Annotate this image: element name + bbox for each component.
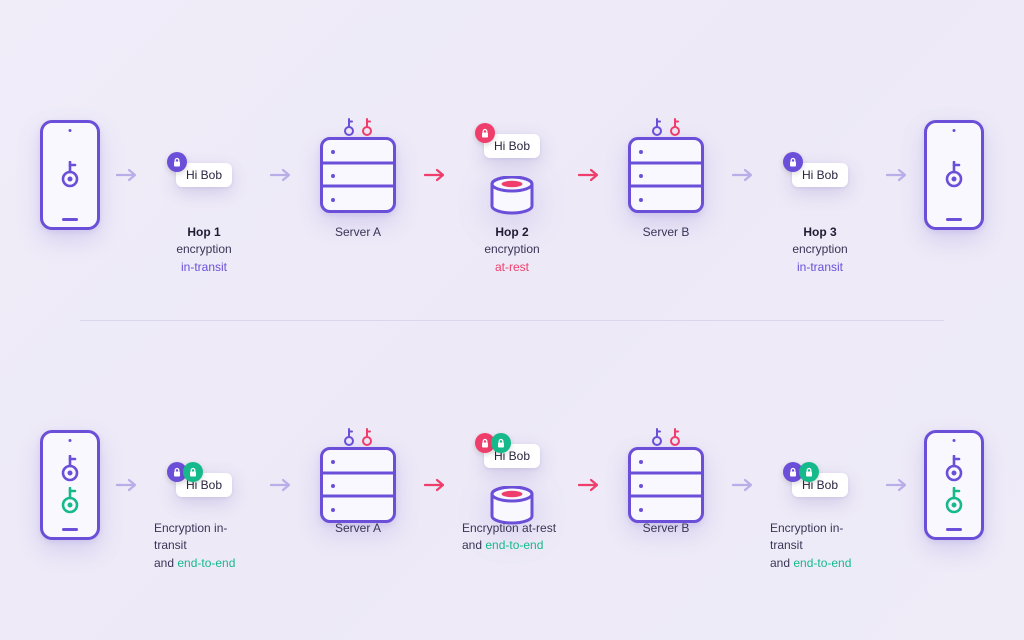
server-label: Server A — [335, 520, 381, 537]
server-label: Server A — [335, 224, 381, 241]
database-stage: Hi Bob — [462, 444, 562, 526]
hop-right-stage: Hi Bob — [770, 473, 870, 497]
message-bubble: Hi Bob — [484, 444, 540, 468]
arrow-icon — [884, 165, 910, 185]
key-icon — [668, 118, 682, 136]
hop-1-stage: Hi Bob — [154, 163, 254, 187]
label-line1: Encryption in-transit — [154, 520, 254, 555]
phone-sender — [40, 120, 100, 230]
hop-mode: in-transit — [797, 259, 843, 276]
hop-mode: in-transit — [181, 259, 227, 276]
hop-title: Hop 2 — [495, 224, 528, 241]
arrow-icon — [114, 165, 140, 185]
arrow-icon — [422, 165, 448, 185]
hop1-label: Hop 1 encryption in-transit — [154, 224, 254, 276]
left-label: Encryption in-transit and end-to-end — [154, 520, 254, 572]
label-line2: and end-to-end — [154, 555, 235, 572]
key-icon — [650, 428, 664, 446]
key-icon — [59, 455, 81, 483]
lock-badge-icon — [491, 433, 511, 453]
lock-badge-icon — [167, 152, 187, 172]
key-icon — [59, 161, 81, 189]
server-icon — [320, 137, 396, 213]
divider — [80, 320, 944, 321]
database-icon — [489, 176, 535, 216]
key-icon — [342, 428, 356, 446]
label-line2: and end-to-end — [770, 555, 851, 572]
lock-badge-icon — [183, 462, 203, 482]
row1-labels: Hop 1 encryption in-transit Server A Hop… — [0, 224, 1024, 276]
hop-mode: at-rest — [495, 259, 529, 276]
arrow-icon — [268, 475, 294, 495]
server-a-stage — [308, 447, 408, 523]
server-icon — [320, 447, 396, 523]
key-icon — [650, 118, 664, 136]
key-icon — [943, 161, 965, 189]
right-label: Encryption in-transit and end-to-end — [770, 520, 870, 572]
message-bubble: Hi Bob — [176, 163, 232, 187]
label-line1: Encryption in-transit — [770, 520, 870, 555]
server-icon — [628, 447, 704, 523]
arrow-icon — [884, 475, 910, 495]
server-a-stage — [308, 137, 408, 213]
arrow-icon — [576, 165, 602, 185]
arrow-icon — [268, 165, 294, 185]
arrow-icon — [422, 475, 448, 495]
row-standard-encryption: Hi Bob Hi Bob Hi Bob — [0, 120, 1024, 230]
hop-3-stage: Hi Bob — [770, 163, 870, 187]
hop2-label: Hop 2 encryption at-rest — [462, 224, 562, 276]
phone-receiver — [924, 120, 984, 230]
database-stage: Hi Bob — [462, 134, 562, 216]
message-text: Hi Bob — [494, 139, 530, 153]
lock-badge-icon — [799, 462, 819, 482]
hop-sub: encryption — [484, 241, 539, 258]
message-bubble: Hi Bob — [792, 473, 848, 497]
key-icon — [360, 118, 374, 136]
hop-sub: encryption — [176, 241, 231, 258]
label-line2: and end-to-end — [462, 537, 543, 554]
server-b-label: Server B — [616, 224, 716, 276]
message-bubble: Hi Bob — [484, 134, 540, 158]
arrow-icon — [576, 475, 602, 495]
hop-title: Hop 1 — [187, 224, 220, 241]
server-b-stage — [616, 137, 716, 213]
hop-title: Hop 3 — [803, 224, 836, 241]
message-text: Hi Bob — [186, 168, 222, 182]
key-icon — [668, 428, 682, 446]
label-line1: Encryption at-rest — [462, 520, 556, 537]
message-text: Hi Bob — [802, 168, 838, 182]
hop-left-stage: Hi Bob — [154, 473, 254, 497]
arrow-icon — [114, 475, 140, 495]
hop3-label: Hop 3 encryption in-transit — [770, 224, 870, 276]
row2-labels: Encryption in-transit and end-to-end Ser… — [0, 520, 1024, 572]
server-b-stage — [616, 447, 716, 523]
arrow-icon — [730, 165, 756, 185]
key-icon — [59, 487, 81, 515]
key-icon — [943, 455, 965, 483]
message-bubble: Hi Bob — [176, 473, 232, 497]
key-icon — [943, 487, 965, 515]
mid-label: Encryption at-rest and end-to-end — [462, 520, 562, 572]
server-a-label: Server A — [308, 224, 408, 276]
server-b-label: Server B — [616, 520, 716, 572]
key-icon — [342, 118, 356, 136]
server-label: Server B — [643, 224, 690, 241]
server-label: Server B — [643, 520, 690, 537]
arrow-icon — [730, 475, 756, 495]
server-a-label: Server A — [308, 520, 408, 572]
lock-badge-icon — [475, 123, 495, 143]
server-icon — [628, 137, 704, 213]
message-bubble: Hi Bob — [792, 163, 848, 187]
hop-sub: encryption — [792, 241, 847, 258]
lock-badge-icon — [783, 152, 803, 172]
key-icon — [360, 428, 374, 446]
